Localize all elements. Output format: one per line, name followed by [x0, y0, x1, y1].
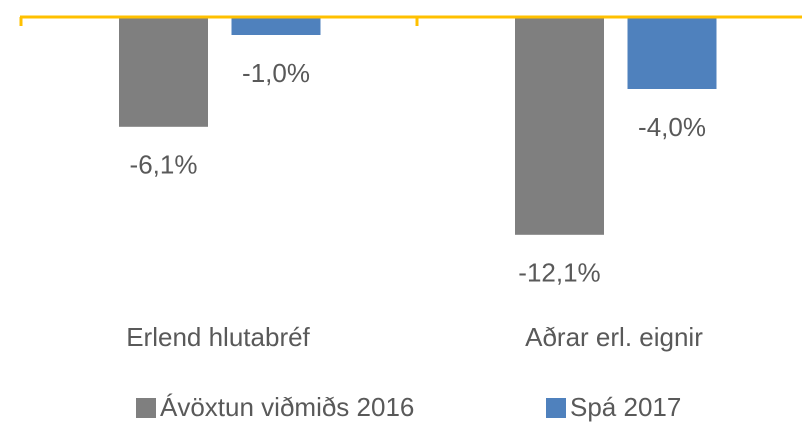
data-label: -4,0%	[638, 112, 706, 142]
data-label: -6,1%	[130, 150, 198, 180]
legend-label: Spá 2017	[570, 392, 681, 422]
bar	[515, 17, 604, 235]
data-label: -1,0%	[242, 58, 310, 88]
legend-label: Ávöxtun viðmiðs 2016	[160, 392, 414, 422]
bar	[627, 17, 717, 89]
x-tick-label: Erlend hlutabréf	[126, 322, 310, 352]
bar	[119, 17, 208, 127]
x-tick-label: Aðrar erl. eignir	[525, 322, 703, 352]
legend-swatch	[136, 398, 156, 418]
bar	[231, 17, 321, 35]
data-label: -12,1%	[518, 258, 600, 288]
legend-swatch	[546, 398, 566, 418]
